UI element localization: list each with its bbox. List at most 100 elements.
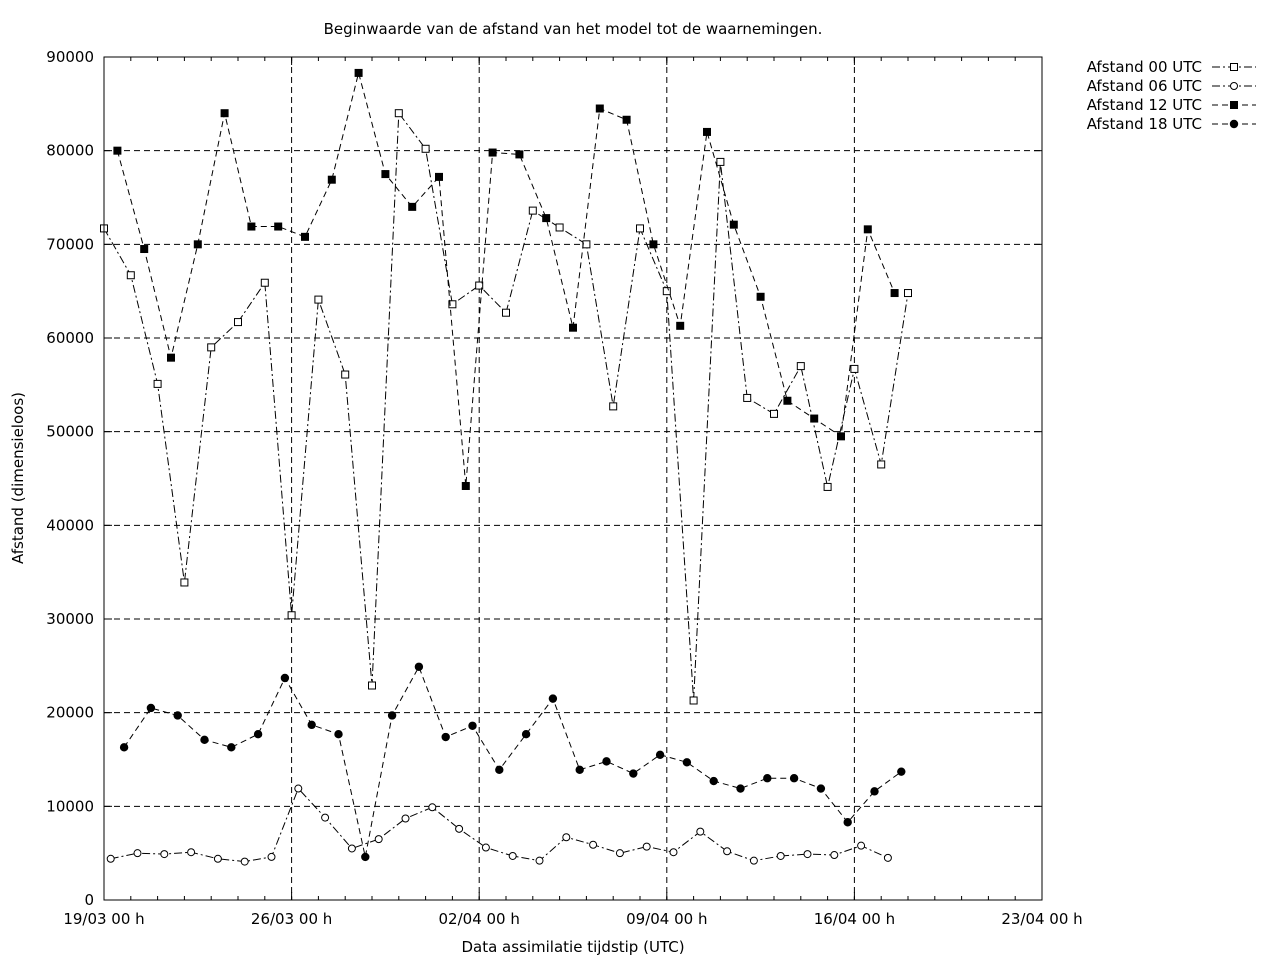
data-point xyxy=(368,681,376,690)
y-tick-label: 90000 xyxy=(46,48,94,66)
data-point xyxy=(394,109,403,118)
data-point xyxy=(146,703,156,713)
data-point xyxy=(562,833,571,842)
data-point xyxy=(662,287,671,296)
data-point xyxy=(448,300,457,309)
data-point xyxy=(234,318,242,327)
y-tick-label: 80000 xyxy=(46,142,94,160)
data-point xyxy=(555,223,564,232)
data-point xyxy=(180,578,189,587)
legend-marker xyxy=(1230,101,1238,109)
data-point xyxy=(703,127,711,136)
data-point xyxy=(240,857,249,866)
data-point xyxy=(904,289,912,298)
data-point xyxy=(280,673,290,683)
data-point xyxy=(247,222,256,231)
data-point xyxy=(649,240,658,249)
data-point xyxy=(475,281,484,290)
y-tick-label: 50000 xyxy=(46,423,94,441)
data-point xyxy=(153,379,162,388)
grid xyxy=(104,57,1042,900)
data-point xyxy=(213,854,222,863)
data-point xyxy=(542,214,551,223)
legend-label: Afstand 00 UTC xyxy=(1087,58,1202,76)
data-point xyxy=(609,402,618,411)
data-point xyxy=(173,711,182,720)
legend-label: Afstand 12 UTC xyxy=(1087,96,1202,114)
y-tick-label: 30000 xyxy=(46,610,94,628)
data-point xyxy=(314,295,323,304)
data-point xyxy=(816,784,826,793)
series-line xyxy=(116,72,896,487)
data-point xyxy=(622,115,631,124)
data-point xyxy=(823,482,832,491)
data-point xyxy=(655,750,665,760)
data-point xyxy=(602,757,611,766)
data-point xyxy=(167,353,175,362)
data-point xyxy=(669,848,678,857)
x-tick-label: 23/04 00 h xyxy=(1001,910,1082,928)
data-point xyxy=(629,769,638,778)
data-point xyxy=(857,841,866,850)
legend-marker xyxy=(1230,63,1238,71)
y-tick-label: 0 xyxy=(84,891,94,909)
data-point xyxy=(870,787,879,796)
data-point xyxy=(642,842,651,851)
data-point xyxy=(877,460,886,469)
legend-item: Afstand 12 UTC xyxy=(1087,96,1256,114)
data-point xyxy=(113,146,122,155)
y-tick-label: 40000 xyxy=(46,516,94,534)
data-point xyxy=(689,696,698,705)
data-point xyxy=(756,292,765,301)
data-point xyxy=(414,662,424,671)
series-line xyxy=(123,665,902,858)
chart-title: Beginwaarde van de afstand van het model… xyxy=(324,20,823,38)
data-point xyxy=(589,840,598,849)
plot-frame xyxy=(103,56,1043,901)
data-point xyxy=(582,240,591,249)
data-point xyxy=(287,611,296,620)
legend-item: Afstand 06 UTC xyxy=(1087,77,1256,95)
data-point xyxy=(334,730,343,739)
series-0 xyxy=(100,109,912,705)
data-point xyxy=(227,743,236,752)
data-point xyxy=(341,370,350,379)
data-point xyxy=(200,735,209,745)
data-point xyxy=(502,308,510,317)
data-point xyxy=(274,222,283,231)
data-point xyxy=(575,765,584,775)
data-point xyxy=(850,364,859,373)
axes: 0 10000 20000 30000 40000 50000 60000 70000 8000… xyxy=(46,48,1082,928)
y-tick-label: 10000 xyxy=(46,797,94,815)
series-2 xyxy=(113,68,899,490)
legend-item: Afstand 00 UTC xyxy=(1087,58,1256,76)
x-tick-label: 26/03 00 h xyxy=(251,910,332,928)
data-point xyxy=(260,278,269,287)
data-point xyxy=(729,220,738,229)
legend-label: Afstand 06 UTC xyxy=(1087,77,1202,95)
data-point xyxy=(301,232,309,241)
data-point xyxy=(749,856,758,865)
data-point xyxy=(783,396,792,405)
data-point xyxy=(435,172,443,181)
data-point xyxy=(220,109,229,118)
series-1 xyxy=(106,784,892,866)
data-point xyxy=(428,803,437,812)
legend-label: Afstand 18 UTC xyxy=(1087,115,1202,133)
data-point xyxy=(776,851,785,860)
data-point xyxy=(897,767,906,776)
data-point xyxy=(207,343,216,352)
data-point xyxy=(528,206,537,215)
data-point xyxy=(354,68,363,77)
data-point xyxy=(468,721,477,730)
data-point xyxy=(883,853,892,862)
data-point xyxy=(763,774,772,783)
data-point xyxy=(890,289,899,298)
series-line xyxy=(110,787,889,863)
data-point xyxy=(347,844,356,853)
data-point xyxy=(796,362,805,371)
legend-marker xyxy=(1230,82,1238,90)
data-point xyxy=(830,851,839,860)
